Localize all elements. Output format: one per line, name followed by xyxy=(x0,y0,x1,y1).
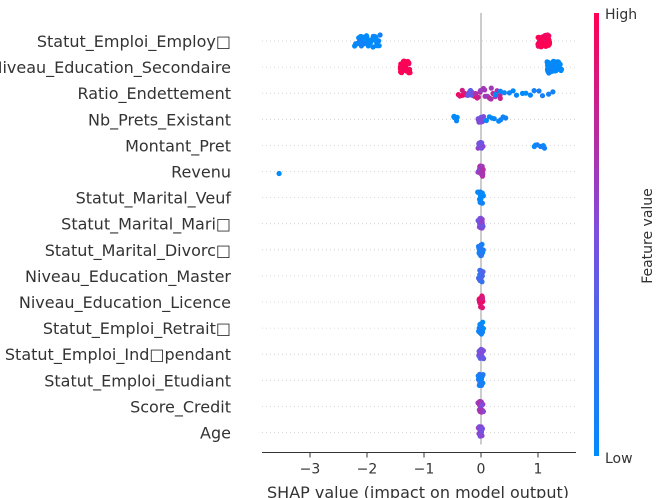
shap-point xyxy=(480,325,486,332)
colorbar-low-label: Low xyxy=(605,451,633,467)
shap-point xyxy=(483,117,489,124)
x-axis: −3 −2 −1 0 1 xyxy=(262,452,576,478)
colorbar-gradient xyxy=(594,13,599,456)
shap-point xyxy=(376,38,382,44)
x-tick-label: −3 xyxy=(300,462,321,478)
shap-point xyxy=(480,223,486,229)
feature-label: Statut_Emploi_Ind□pendant xyxy=(5,345,231,365)
shap-point xyxy=(491,116,497,122)
shap-point xyxy=(480,269,486,275)
shap-point xyxy=(479,118,486,125)
feature-label: Age xyxy=(200,424,231,443)
shap-point xyxy=(479,273,485,279)
x-tick-label: −1 xyxy=(414,462,435,478)
shap-point xyxy=(531,88,537,94)
x-axis-label: SHAP value (impact on model output) xyxy=(267,483,569,498)
shap-point xyxy=(482,87,488,93)
x-tick-label: −2 xyxy=(357,462,378,478)
shap-point xyxy=(546,39,553,45)
shap-point xyxy=(377,32,383,38)
shap-point xyxy=(454,114,460,120)
shap-point xyxy=(539,93,546,99)
shap-point xyxy=(480,143,486,149)
shap-point xyxy=(556,60,562,67)
shap-point xyxy=(558,66,565,72)
shap-point xyxy=(481,356,487,362)
row-gridlines xyxy=(262,40,576,433)
shap-point xyxy=(488,96,494,102)
feature-label: Statut_Marital_Mari□ xyxy=(61,215,231,235)
shap-point xyxy=(472,91,478,97)
feature-label: Ratio_Endettement xyxy=(77,84,231,104)
shap-point xyxy=(480,247,486,253)
shap-point xyxy=(480,408,486,415)
shap-point xyxy=(479,241,485,247)
shap-point xyxy=(497,88,503,94)
shap-point xyxy=(479,279,485,285)
shap-point xyxy=(501,90,507,96)
shap-point xyxy=(479,200,485,206)
feature-label: Statut_Emploi_Etudiant xyxy=(44,371,231,391)
feature-label: Montant_Pret xyxy=(125,136,231,156)
shap-point xyxy=(541,145,548,151)
shap-point xyxy=(523,90,529,96)
shap-point xyxy=(550,58,557,64)
shap-point xyxy=(479,295,486,302)
shap-point xyxy=(513,92,520,98)
shap-point xyxy=(405,59,411,65)
feature-label: Niveau_Education_Master xyxy=(25,267,231,287)
shap-point xyxy=(527,92,534,98)
shap-point xyxy=(376,43,382,49)
shap-points xyxy=(276,32,565,439)
shap-point xyxy=(480,114,487,120)
feature-label: Statut_Marital_Divorc□ xyxy=(45,241,231,261)
shap-point xyxy=(536,88,542,94)
shap-point xyxy=(503,115,509,121)
feature-labels: Statut_Emploi_Employ□ Niveau_Education_Se… xyxy=(0,32,231,443)
shap-point xyxy=(478,402,485,409)
feature-label: Nb_Prets_Existant xyxy=(88,110,231,130)
shap-point xyxy=(276,170,282,177)
shap-point xyxy=(479,380,485,386)
feature-label: Niveau_Education_Licence xyxy=(19,293,231,313)
shap-point xyxy=(510,88,516,94)
feature-label: Revenu xyxy=(171,163,231,182)
shap-point xyxy=(479,305,485,311)
x-tick-label: 1 xyxy=(534,462,543,478)
shap-point xyxy=(479,426,485,432)
colorbar-title: Feature value xyxy=(640,188,656,284)
shap-point xyxy=(480,193,486,199)
feature-label: Statut_Emploi_Employ□ xyxy=(37,32,231,52)
feature-label: Statut_Marital_Veuf xyxy=(76,189,232,209)
feature-label: Score_Credit xyxy=(130,397,231,417)
shap-point xyxy=(546,91,552,97)
colorbar: High Low Feature value xyxy=(594,7,656,467)
shap-point xyxy=(488,85,494,91)
shap-point xyxy=(550,89,556,95)
shap-point xyxy=(480,348,486,354)
shap-point xyxy=(407,70,413,76)
shap-point xyxy=(480,372,486,378)
x-tick-label: 0 xyxy=(477,462,486,478)
shap-point xyxy=(479,219,485,225)
shap-point xyxy=(480,167,486,173)
shap-point xyxy=(492,91,499,98)
shap-point xyxy=(478,252,485,258)
feature-label: Statut_Emploi_Retrait□ xyxy=(43,319,231,339)
colorbar-high-label: High xyxy=(605,7,637,23)
shap-point xyxy=(475,94,481,100)
feature-label: Niveau_Education_Secondaire xyxy=(0,58,231,78)
shap-point xyxy=(497,95,503,101)
shap-point xyxy=(479,433,485,439)
shap-point xyxy=(480,319,486,325)
